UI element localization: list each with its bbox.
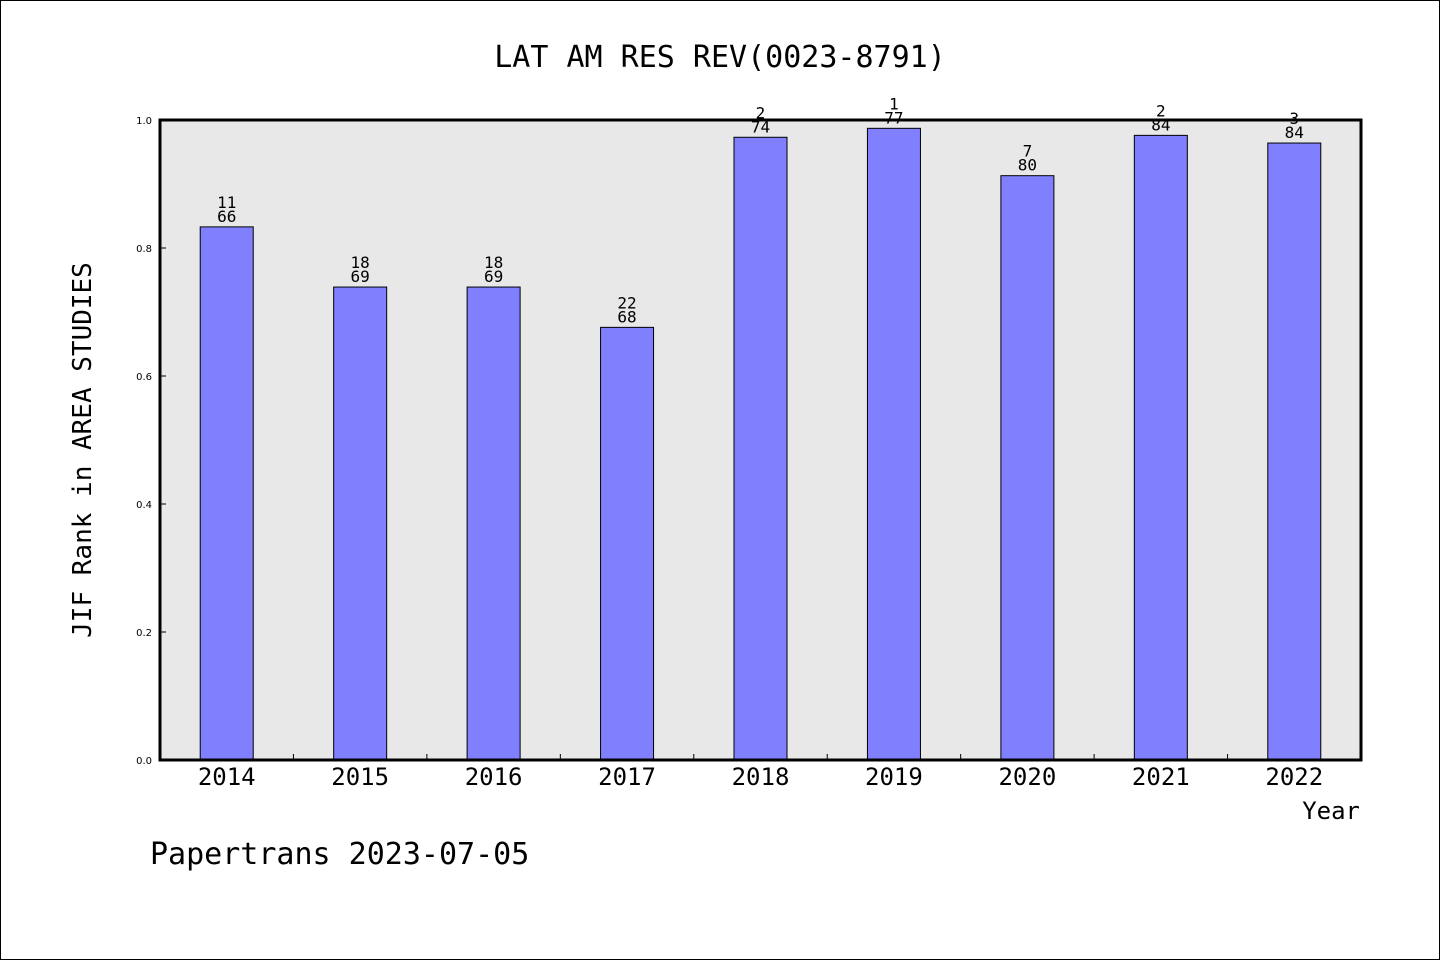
x-axis: 2014 2015 2016 2017 2018 2019 2020 2021 2022: [198, 754, 1323, 791]
x-tick-label: 2022: [1265, 763, 1323, 791]
bar-label-total: 66: [217, 207, 236, 226]
bar: [600, 326, 655, 761]
y-tick-label: 0.2: [136, 628, 152, 639]
footer-text: Papertrans 2023-07-05: [150, 837, 529, 872]
bar: [199, 226, 254, 761]
bar: [866, 127, 921, 761]
x-tick-label: 2021: [1132, 763, 1190, 791]
plot-border: [158, 118, 1363, 762]
y-axis-label: JIF Rank in AREA STUDIES: [68, 262, 98, 638]
bar-label-total: 84: [1151, 115, 1170, 134]
bar-label-total: 74: [751, 117, 770, 136]
bar: [1000, 175, 1055, 761]
bar-label-rank: 22: [617, 293, 636, 312]
bar-label-rank: 11: [217, 193, 236, 212]
bar: [466, 286, 521, 761]
bar-label-total: 84: [1285, 123, 1304, 142]
chart-title: LAT AM RES REV(0023-8791): [494, 40, 946, 75]
x-tick-label: 2020: [998, 763, 1056, 791]
bar-label-total: 69: [484, 267, 503, 286]
bar-label-rank: 18: [351, 253, 370, 272]
bar-label-total: 69: [351, 267, 370, 286]
bar-label-rank: 2: [756, 103, 766, 122]
bar-label-rank: 7: [1023, 142, 1033, 161]
y-tick-label: 0.0: [136, 756, 152, 767]
bar-label-rank: 18: [484, 253, 503, 272]
bar: [733, 136, 788, 761]
x-tick-label: 2015: [331, 763, 389, 791]
x-tick-label: 2017: [598, 763, 656, 791]
y-tick-label: 0.4: [136, 500, 152, 511]
bar-label-rank: 1: [889, 94, 899, 113]
bar: [1133, 134, 1188, 761]
y-tick-label: 0.6: [136, 372, 152, 383]
bar-label-total: 77: [884, 108, 903, 127]
x-tick-label: 2016: [465, 763, 523, 791]
bar-label-total: 68: [617, 307, 636, 326]
bar-label-rank: 2: [1156, 101, 1166, 120]
bar: [333, 286, 388, 761]
y-tick-label: 0.8: [136, 244, 152, 255]
bar: [1267, 142, 1322, 761]
bar-label-total: 80: [1018, 156, 1037, 175]
x-tick-label: 2014: [198, 763, 256, 791]
x-tick-label: 2018: [732, 763, 790, 791]
y-tick-label: 1.0: [136, 116, 152, 127]
x-axis-label: Year: [1302, 797, 1360, 825]
x-tick-label: 2019: [865, 763, 923, 791]
